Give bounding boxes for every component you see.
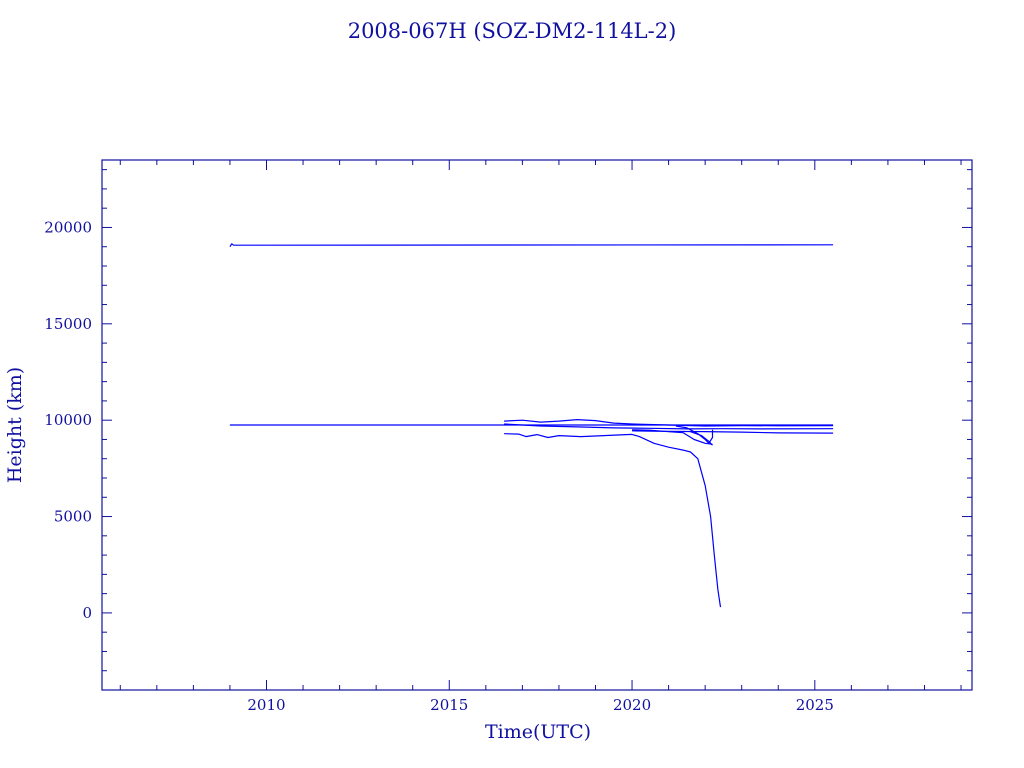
x-tick-label: 2025 — [796, 696, 834, 714]
y-tick-label: 0 — [82, 604, 92, 622]
y-axis-label: Height (km) — [4, 367, 26, 483]
series-line-1 — [229, 243, 834, 248]
series-line-3 — [504, 419, 834, 427]
y-tick-label: 5000 — [54, 508, 92, 526]
series-line-7 — [675, 425, 714, 444]
series-line-8 — [690, 431, 713, 446]
y-tick-label: 15000 — [44, 315, 92, 333]
plot-frame — [101, 159, 973, 691]
x-axis-tick-labels: 2010 2015 2020 2025 — [247, 696, 834, 714]
series-layer — [229, 243, 834, 608]
x-axis-label: Time(UTC) — [485, 721, 591, 743]
x-axis-ticks — [119, 160, 962, 690]
series-line-5 — [504, 433, 722, 608]
series-line-9 — [631, 430, 834, 434]
series-line-6 — [631, 429, 713, 445]
x-tick-label: 2010 — [247, 696, 285, 714]
y-tick-label: 10000 — [44, 411, 92, 429]
chart-title: 2008-067H (SOZ-DM2-114L-2) — [348, 19, 677, 43]
y-axis-tick-labels: 0 5000 10000 15000 20000 — [44, 218, 92, 621]
x-tick-label: 2015 — [430, 696, 468, 714]
y-axis-ticks — [102, 169, 972, 691]
y-tick-label: 20000 — [44, 218, 92, 236]
x-tick-label: 2020 — [613, 696, 651, 714]
series-line-4 — [504, 423, 834, 430]
